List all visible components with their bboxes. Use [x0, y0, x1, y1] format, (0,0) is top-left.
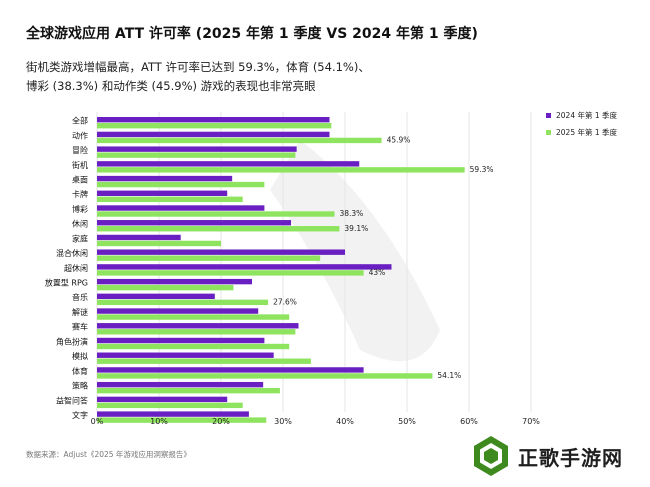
source-note: 数据来源：Adjust《2025 年游戏应用洞察报告》: [26, 450, 191, 459]
category-label: 家庭: [72, 233, 88, 243]
bar-2024: [97, 308, 259, 314]
bar-2025: [97, 270, 364, 276]
x-tick-label: 70%: [522, 417, 540, 426]
bar-2025: [97, 417, 267, 423]
x-tick-labels: 0% 10% 20% 30% 40% 50% 60% 70%: [91, 417, 541, 426]
data-label: 27.6%: [273, 298, 297, 307]
category-label: 冒险: [72, 145, 88, 155]
bar-2024: [97, 293, 215, 300]
hexagon-logo-icon: [474, 436, 508, 476]
category-label: 文字: [72, 410, 88, 420]
bar-2025: [97, 211, 335, 217]
bar-2025: [97, 358, 311, 364]
category-label: 音乐: [72, 292, 88, 302]
category-label: 混合休闲: [56, 248, 88, 258]
subtitle-line-1: 街机类游戏增幅最高，ATT 许可率已达到 59.3%，体育 (54.1%)、: [26, 60, 370, 74]
bar-2025: [97, 255, 321, 261]
legend-swatch: [546, 130, 551, 135]
bar-2024: [97, 117, 330, 123]
bar-2025: [97, 387, 280, 394]
data-label: 54.1%: [437, 371, 461, 380]
category-label: 益智问答: [56, 395, 88, 405]
bar-2025: [97, 152, 296, 158]
category-label: 休闲: [72, 219, 88, 229]
bar-2025: [97, 167, 465, 173]
bar-2025: [97, 240, 221, 247]
bar-2024: [97, 131, 330, 138]
bar-2024: [97, 161, 360, 167]
data-label: 45.9%: [387, 136, 411, 145]
bar-2024: [97, 352, 274, 358]
subtitle-line-2: 博彩 (38.3%) 和动作类 (45.9%) 游戏的表现也非常亮眼: [26, 79, 316, 93]
legend: 2024 年第 1 季度 2025 年第 1 季度: [546, 110, 618, 137]
x-tick-label: 0%: [91, 417, 104, 426]
bar-2025: [97, 196, 243, 202]
bar-2025: [97, 181, 265, 188]
bar-2024: [97, 381, 264, 388]
bar-2024: [97, 337, 265, 344]
category-label: 超休闲: [64, 263, 88, 273]
bar-2024: [97, 205, 265, 211]
category-label: 全部: [72, 116, 88, 126]
bar-2025: [97, 226, 340, 232]
x-tick-label: 30%: [274, 417, 292, 426]
chart-title: 全球游戏应用 ATT 许可率 (2025 年第 1 季度 VS 2024 年第 …: [26, 26, 478, 42]
data-labels: 45.9% 59.3% 38.3% 39.1% 43% 27.6% 54.1%: [273, 136, 493, 381]
data-label: 39.1%: [344, 224, 368, 233]
x-tick-label: 50%: [398, 417, 416, 426]
bar-2025: [97, 137, 382, 144]
bar-2024: [97, 234, 181, 241]
data-label: 59.3%: [470, 165, 494, 174]
background-watermark-shape: [270, 140, 440, 362]
x-tick-label: 60%: [460, 417, 478, 426]
bar-2024: [97, 411, 249, 417]
bar-2025: [97, 402, 243, 409]
bar-2024: [97, 220, 292, 226]
bar-2024: [97, 190, 228, 196]
category-label: 桌面: [72, 174, 88, 184]
bar-2025: [97, 123, 332, 129]
bar-2024: [97, 323, 299, 329]
bar-2024: [97, 249, 345, 255]
bars-group: [97, 117, 465, 423]
category-label: 卡牌: [72, 189, 88, 199]
legend-label: 2024 年第 1 季度: [556, 110, 618, 120]
bar-2025: [97, 299, 269, 306]
category-label: 体育: [72, 366, 88, 376]
chart-subtitle: 街机类游戏增幅最高，ATT 许可率已达到 59.3%，体育 (54.1%)、 博…: [26, 58, 546, 96]
category-label: 策略: [72, 381, 88, 391]
category-label: 解谜: [72, 307, 88, 317]
bar-2024: [97, 146, 297, 152]
bar-2025: [97, 343, 290, 350]
data-label: 38.3%: [339, 209, 363, 218]
bar-2024: [97, 396, 228, 403]
x-tick-label: 40%: [336, 417, 354, 426]
bar-2024: [97, 367, 364, 373]
category-label: 放置型 RPG: [45, 278, 88, 288]
category-label: 动作: [72, 130, 88, 140]
category-label: 赛车: [72, 322, 88, 332]
category-label: 街机: [72, 160, 88, 170]
legend-swatch: [546, 113, 551, 118]
site-watermark: 正歌手游网: [450, 425, 650, 487]
category-label: 角色扮演: [56, 336, 88, 346]
bar-2024: [97, 175, 233, 182]
watermark-text: 正歌手游网: [518, 445, 623, 470]
category-label: 模拟: [72, 351, 88, 361]
bar-2025: [97, 329, 296, 335]
bar-2025: [97, 373, 433, 379]
bar-2024: [97, 264, 392, 270]
category-label: 博彩: [72, 204, 88, 214]
x-tick-label: 20%: [212, 417, 230, 426]
legend-label: 2025 年第 1 季度: [556, 127, 618, 137]
bar-2025: [97, 314, 290, 320]
data-label: 43%: [369, 268, 386, 277]
x-tick-label: 10%: [150, 417, 168, 426]
bar-2025: [97, 284, 234, 291]
bar-2024: [97, 278, 252, 285]
